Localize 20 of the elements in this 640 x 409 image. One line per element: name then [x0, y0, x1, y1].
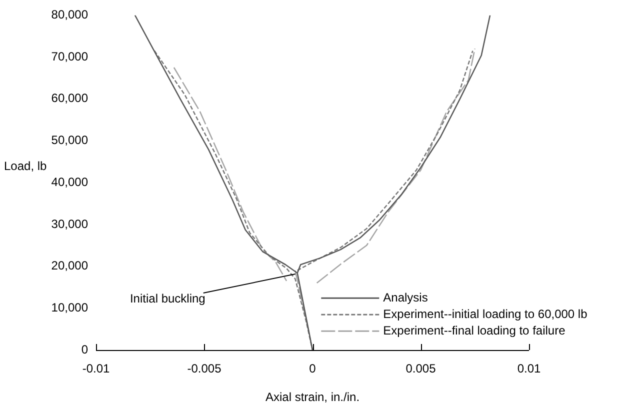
y-tick-label: 40,000 — [51, 174, 88, 189]
y-tick-label: 0 — [81, 342, 88, 356]
x-tick-label: -0.01 — [82, 362, 110, 376]
y-tick-label: 80,000 — [51, 8, 88, 22]
annotation: Initial buckling — [130, 291, 206, 306]
y-tick-label: 20,000 — [51, 258, 88, 273]
y-axis-title: Load, lb — [4, 158, 48, 173]
y-tick-label: 60,000 — [51, 91, 88, 106]
x-axis-title: Axial strain, in./in. — [265, 390, 360, 404]
x-tick-label: 0.01 — [517, 362, 541, 376]
legend-label: Experiment--final loading to failure — [383, 323, 566, 338]
y-tick-label: 30,000 — [51, 216, 88, 231]
x-tick-label: 0 — [309, 362, 316, 376]
y-tick-label: 70,000 — [51, 49, 88, 64]
x-tick-label: 0.005 — [406, 362, 436, 376]
x-tick-label: -0.005 — [187, 362, 222, 376]
y-tick-label: 10,000 — [51, 300, 88, 314]
legend-label: Experiment--initial loading to 60,000 lb — [383, 306, 588, 321]
y-tick-label: 50,000 — [51, 133, 88, 148]
legend-label: Analysis — [383, 290, 428, 304]
